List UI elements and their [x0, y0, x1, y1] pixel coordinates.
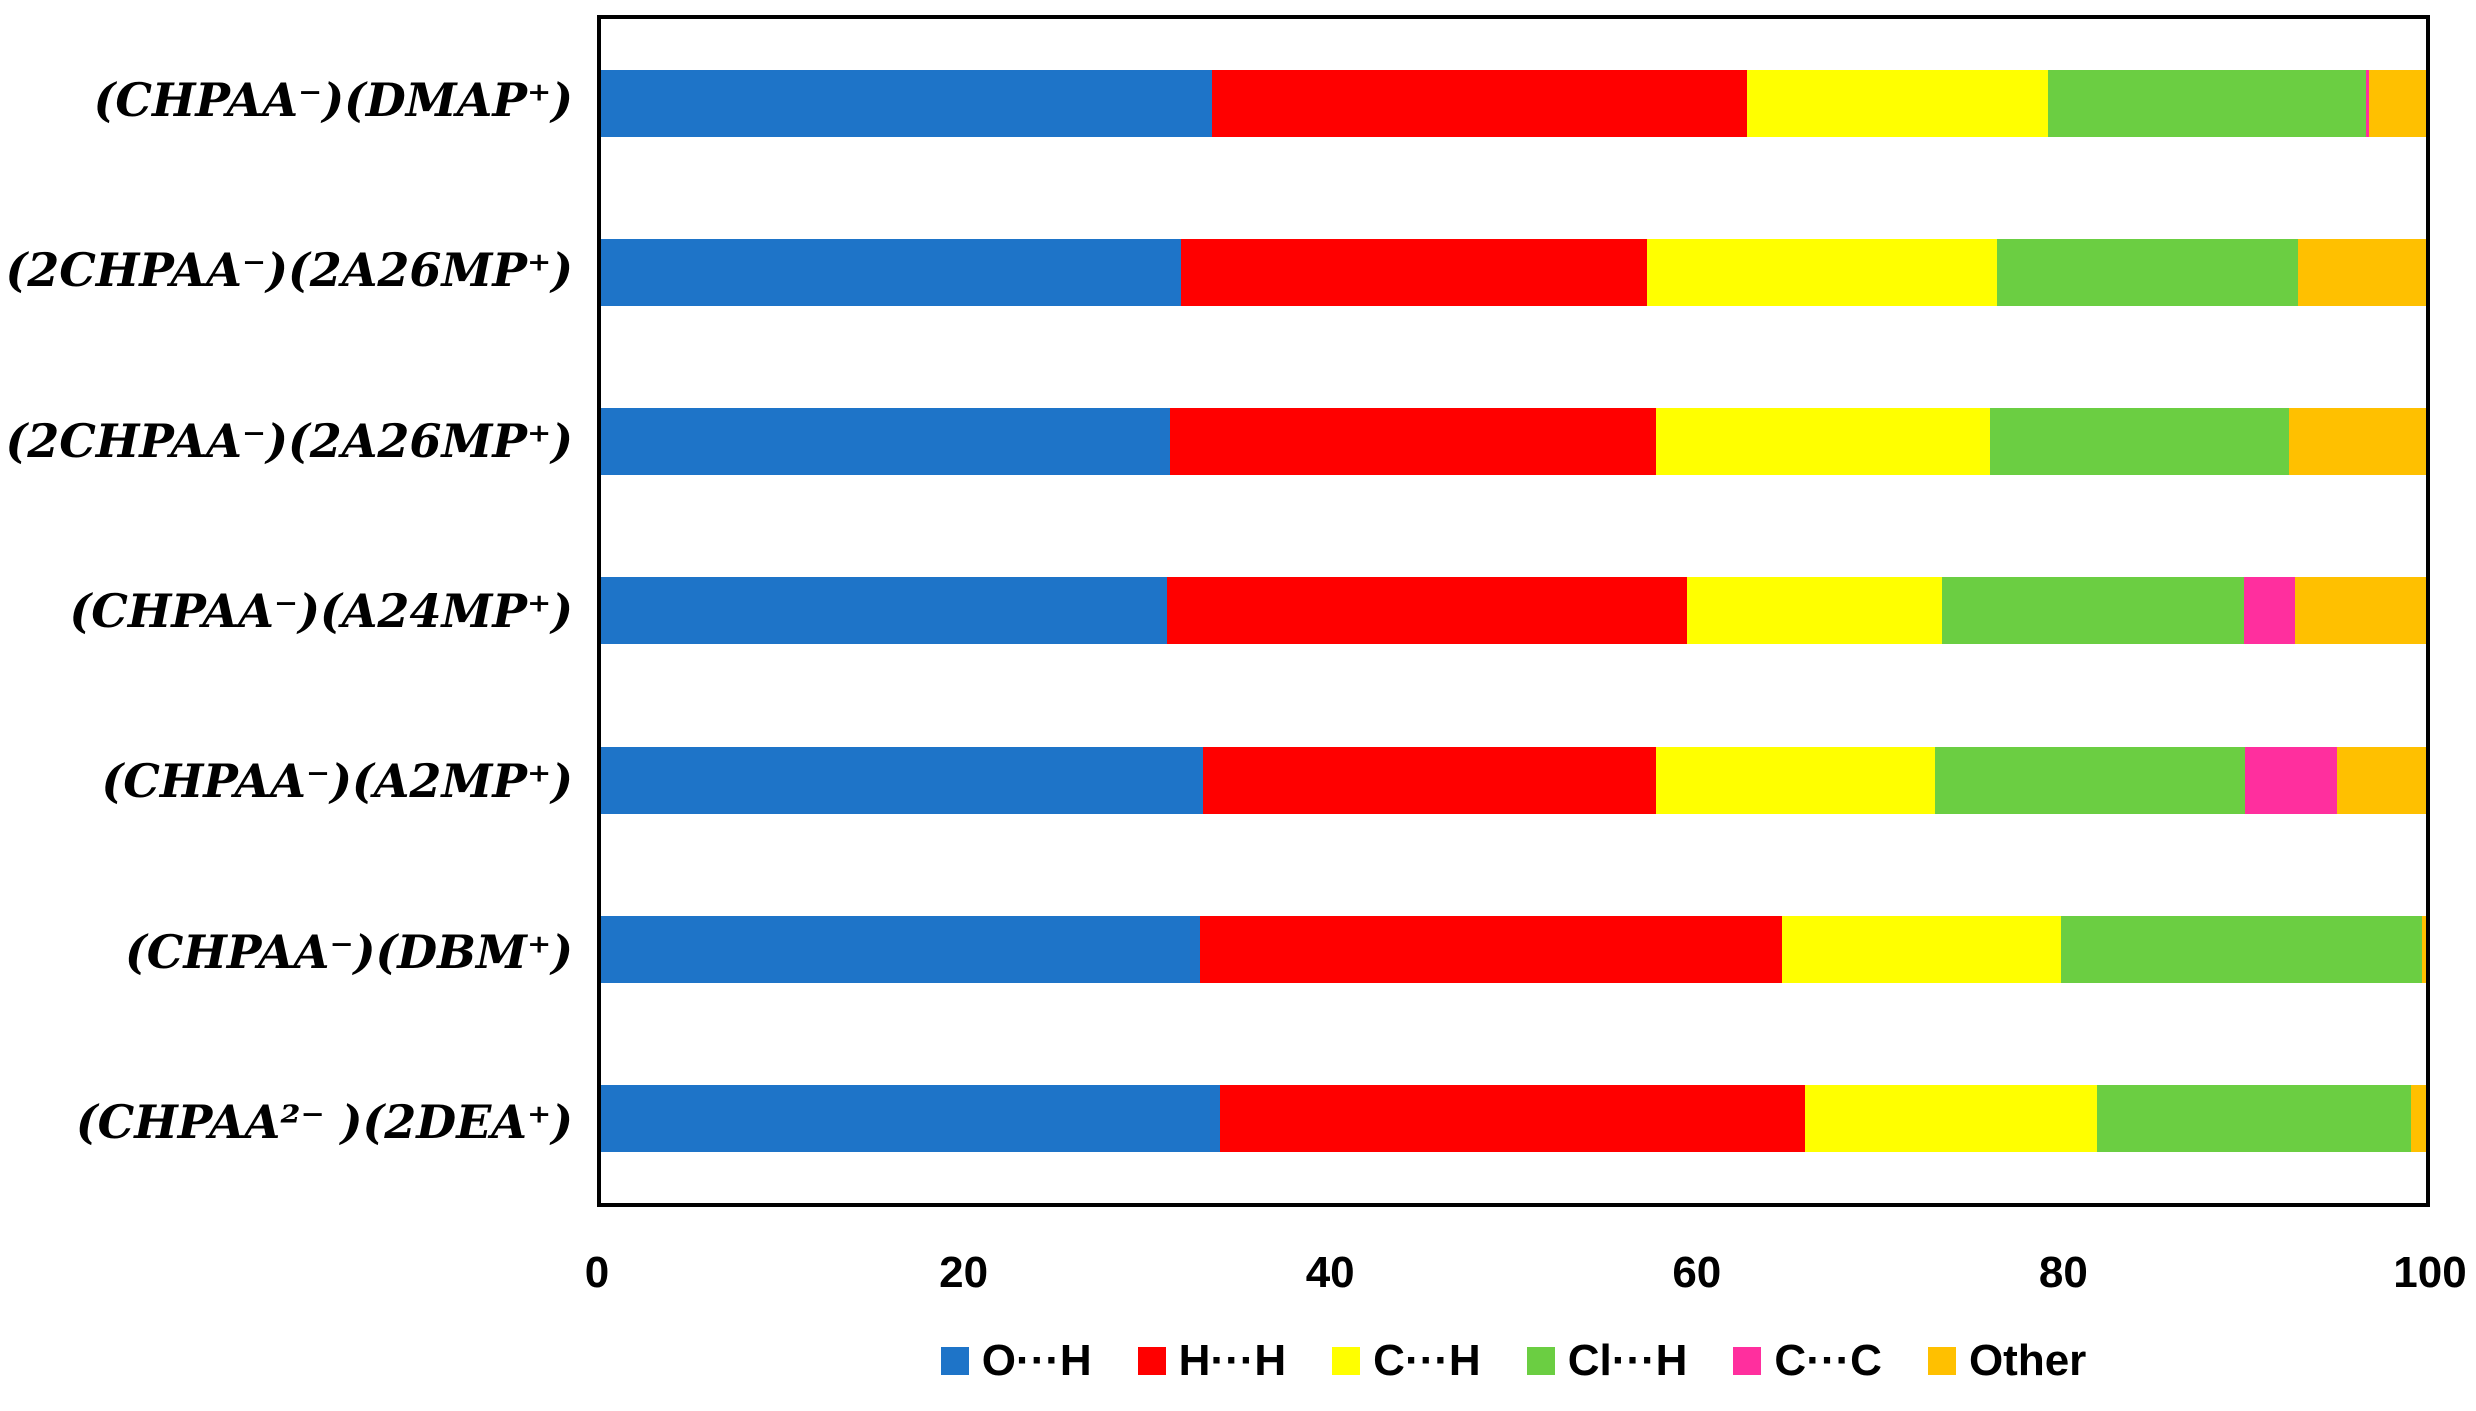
bar-segment — [1203, 746, 1656, 814]
x-tick-label: 60 — [1672, 1248, 1722, 1297]
bar-row — [601, 526, 2426, 695]
bar-segment — [2097, 1084, 2412, 1152]
bar-track — [601, 915, 2426, 983]
legend-item: Other — [1927, 1336, 2087, 1386]
bar-segment — [2336, 746, 2426, 814]
bar-segment — [601, 1084, 1220, 1152]
bar-segment — [2245, 746, 2337, 814]
bar-segment — [601, 239, 1182, 307]
bar-segment — [1805, 1084, 2098, 1152]
bar-segment — [2243, 577, 2295, 645]
bar-segment — [1781, 915, 2061, 983]
bar-segment — [2060, 915, 2423, 983]
bar-segment — [1655, 746, 1936, 814]
bar-row — [601, 696, 2426, 865]
bar-segment — [601, 915, 1200, 983]
bar-row — [601, 357, 2426, 526]
legend-swatch-icon — [1526, 1347, 1555, 1375]
legend-label: O···H — [981, 1336, 1092, 1385]
bar-segment — [601, 577, 1167, 645]
bar-segment — [2294, 577, 2426, 645]
bar-segment — [1997, 239, 2299, 307]
bar-track — [601, 577, 2426, 645]
bar-segment — [2048, 70, 2366, 138]
bar-row — [601, 865, 2426, 1034]
x-tick-label: 20 — [939, 1248, 989, 1297]
legend: O···H H···H C···H Cl···H C···C Other — [597, 1336, 2430, 1386]
x-axis-ticks: 0 20 40 60 80 100 — [585, 1248, 2467, 1308]
bar-segment — [1942, 577, 2244, 645]
bar-segment — [1747, 70, 2049, 138]
legend-label: Other — [1968, 1336, 2087, 1385]
bars-container — [601, 19, 2426, 1203]
plot-area — [597, 15, 2430, 1207]
x-tick-label: 0 — [584, 1248, 610, 1297]
bar-segment — [1935, 746, 2246, 814]
bar-segment — [2365, 70, 2370, 138]
bar-track — [601, 239, 2426, 307]
bar-track — [601, 408, 2426, 476]
legend-swatch-icon — [1332, 1347, 1361, 1375]
category-label: (CHPAA⁻)(DMAP⁺) — [93, 73, 573, 128]
x-tick-label: 40 — [1305, 1248, 1355, 1297]
category-label: (CHPAA⁻)(DBM⁺) — [124, 924, 573, 979]
legend-swatch-icon — [940, 1347, 969, 1375]
legend-swatch-icon — [1927, 1347, 1956, 1375]
category-labels: (CHPAA⁻)(DMAP⁺) (2CHPAA⁻)(2A26MP⁺) (2CHPAA… — [0, 0, 585, 1222]
x-tick-label: 100 — [2393, 1248, 2467, 1297]
bar-segment — [601, 70, 1213, 138]
bar-segment — [1170, 408, 1656, 476]
bar-segment — [1199, 915, 1782, 983]
legend-label: C···C — [1774, 1336, 1882, 1385]
bar-segment — [1181, 239, 1647, 307]
legend-item: C···H — [1332, 1336, 1481, 1386]
bar-segment — [1212, 70, 1748, 138]
legend-label: Cl···H — [1567, 1336, 1688, 1385]
bar-segment — [2289, 408, 2426, 476]
bar-segment — [2298, 239, 2426, 307]
legend-label: H···H — [1178, 1336, 1287, 1385]
bar-row — [601, 19, 2426, 188]
bar-segment — [1655, 408, 1990, 476]
bar-segment — [1646, 239, 1998, 307]
category-label: (2CHPAA⁻)(2A26MP⁺) — [5, 413, 573, 468]
category-label: (2CHPAA⁻)(2A26MP⁺) — [5, 243, 573, 298]
legend-item: O···H — [940, 1336, 1092, 1386]
legend-item: H···H — [1137, 1336, 1287, 1386]
bar-segment — [2411, 1084, 2426, 1152]
legend-item: C···C — [1733, 1336, 1882, 1386]
category-label: (CHPAA²⁻ )(2DEA⁺) — [75, 1094, 573, 1149]
bar-segment — [601, 746, 1204, 814]
bar-row — [601, 1034, 2426, 1203]
bar-segment — [1989, 408, 2290, 476]
legend-label: C···H — [1373, 1336, 1481, 1385]
legend-swatch-icon — [1733, 1347, 1762, 1375]
bar-track — [601, 70, 2426, 138]
x-tick-label: 80 — [2038, 1248, 2088, 1297]
bar-segment — [1166, 577, 1687, 645]
legend-item: Cl···H — [1526, 1336, 1688, 1386]
bar-segment — [2422, 915, 2426, 983]
bar-track — [601, 1084, 2426, 1152]
bar-segment — [1686, 577, 1943, 645]
category-label: (CHPAA⁻)(A2MP⁺) — [101, 754, 573, 809]
legend-swatch-icon — [1137, 1347, 1166, 1375]
bar-segment — [1219, 1084, 1806, 1152]
bar-track — [601, 746, 2426, 814]
bar-segment — [2369, 70, 2426, 138]
bar-segment — [601, 408, 1171, 476]
category-label: (CHPAA⁻)(A24MP⁺) — [69, 584, 573, 638]
bar-row — [601, 188, 2426, 357]
